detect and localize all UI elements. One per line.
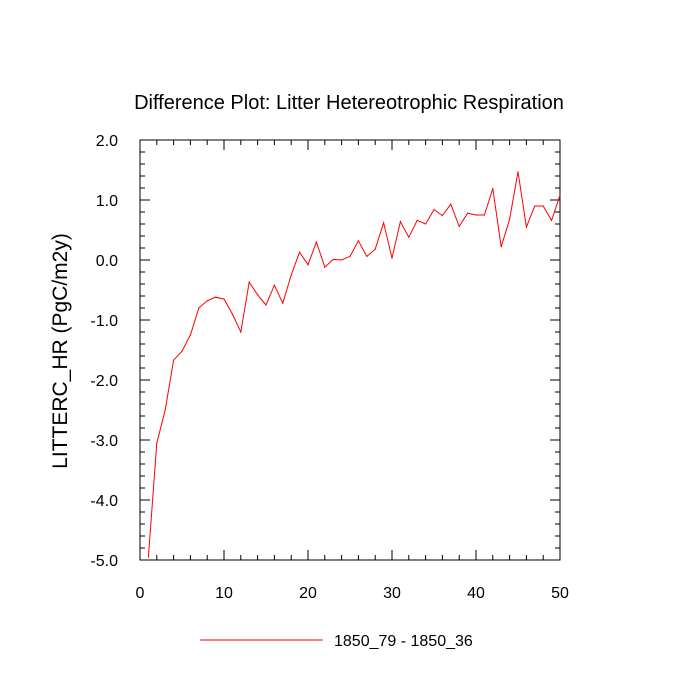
plot-frame (139, 139, 561, 561)
data-point (542, 205, 544, 207)
data-point (206, 300, 208, 302)
data-point (357, 240, 359, 242)
data-point (164, 409, 166, 411)
y-tick-labels: -5.0 -4.0 -3.0 -2.0 -1.0 0.0 1.0 2.0 (90, 133, 118, 570)
data-point (231, 313, 233, 315)
x-tick-label: 10 (215, 585, 233, 602)
data-point (299, 251, 301, 253)
y-tick-label: 0.0 (96, 253, 118, 270)
data-point (525, 226, 528, 228)
y-tick-label: -1.0 (90, 313, 118, 330)
data-point (273, 284, 275, 286)
data-point (391, 257, 393, 259)
data-point (425, 223, 427, 225)
data-point (223, 298, 225, 300)
data-point (282, 302, 284, 304)
y-tick-label: -3.0 (90, 433, 118, 450)
legend-label: 1850_79 - 1850_36 (334, 633, 473, 650)
data-point (559, 194, 561, 196)
legend: 1850_79 - 1850_36 (200, 633, 473, 650)
data-point (240, 331, 242, 333)
data-point (500, 246, 502, 248)
data-point (257, 294, 259, 296)
data-point (483, 214, 485, 216)
x-tick-label: 50 (551, 585, 569, 602)
data-point (450, 203, 452, 205)
x-tick-label: 0 (136, 585, 145, 602)
data-point (324, 266, 326, 268)
y-tick-label: 2.0 (96, 133, 118, 150)
data-point (181, 350, 183, 352)
chart-title: Difference Plot: Litter Hetereotrophic R… (134, 92, 564, 114)
y-axis-label: LITTERC_HR (PgC/m2y) (49, 233, 72, 469)
data-point (517, 171, 519, 173)
series-line (147, 171, 561, 558)
data-point (248, 281, 250, 283)
data-point (215, 296, 217, 298)
data-point (341, 259, 343, 261)
x-tick-label: 40 (467, 585, 485, 602)
y-tick-label: -5.0 (90, 553, 118, 570)
data-point (265, 304, 267, 306)
data-point (408, 236, 410, 238)
data-point (441, 215, 443, 217)
data-point (189, 334, 191, 336)
data-point (290, 274, 292, 276)
data-point (374, 248, 376, 250)
data-point (416, 219, 418, 221)
series-points (147, 171, 561, 558)
data-point (492, 188, 494, 190)
y-tick-label: -4.0 (90, 493, 118, 510)
data-point (399, 221, 401, 223)
x-tick-labels: 0 10 20 30 40 50 (136, 585, 569, 602)
y-tick-label: -2.0 (90, 373, 118, 390)
data-point (198, 307, 200, 309)
data-point (315, 241, 317, 243)
data-point (307, 264, 309, 266)
data-point (458, 225, 460, 227)
y-tick-label: 1.0 (96, 193, 118, 210)
data-point (475, 214, 477, 216)
data-point (156, 442, 158, 444)
x-tick-label: 30 (383, 585, 401, 602)
data-point (509, 218, 511, 220)
data-point (467, 212, 469, 214)
data-point (383, 222, 385, 224)
x-tick-label: 20 (299, 585, 317, 602)
data-point (147, 556, 149, 558)
data-point (173, 359, 175, 361)
data-point (433, 209, 435, 211)
data-point (534, 205, 536, 207)
data-point (349, 255, 351, 257)
data-point (551, 219, 553, 221)
data-point (332, 258, 334, 260)
data-point (366, 255, 368, 257)
axis-ticks (139, 139, 561, 561)
